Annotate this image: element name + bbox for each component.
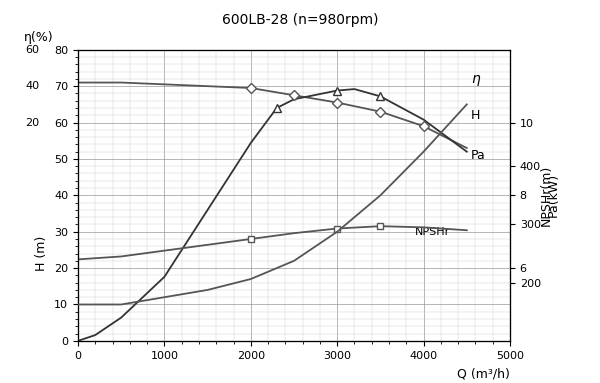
Y-axis label: H (m): H (m) — [35, 236, 48, 271]
Y-axis label: NPSHr(m): NPSHr(m) — [539, 165, 552, 226]
Text: 20: 20 — [25, 118, 39, 128]
Text: NPSHr: NPSHr — [415, 227, 450, 237]
Y-axis label: Pa(kW): Pa(kW) — [547, 173, 559, 218]
Text: 60: 60 — [25, 45, 39, 55]
Text: η: η — [471, 72, 480, 86]
Text: H: H — [471, 109, 481, 122]
Text: 40: 40 — [25, 81, 39, 91]
Text: Pa: Pa — [471, 149, 486, 162]
Text: Q (m³/h): Q (m³/h) — [457, 367, 510, 380]
Text: 600LB-28 (n=980rpm): 600LB-28 (n=980rpm) — [222, 13, 378, 28]
Text: η(%): η(%) — [25, 31, 54, 44]
